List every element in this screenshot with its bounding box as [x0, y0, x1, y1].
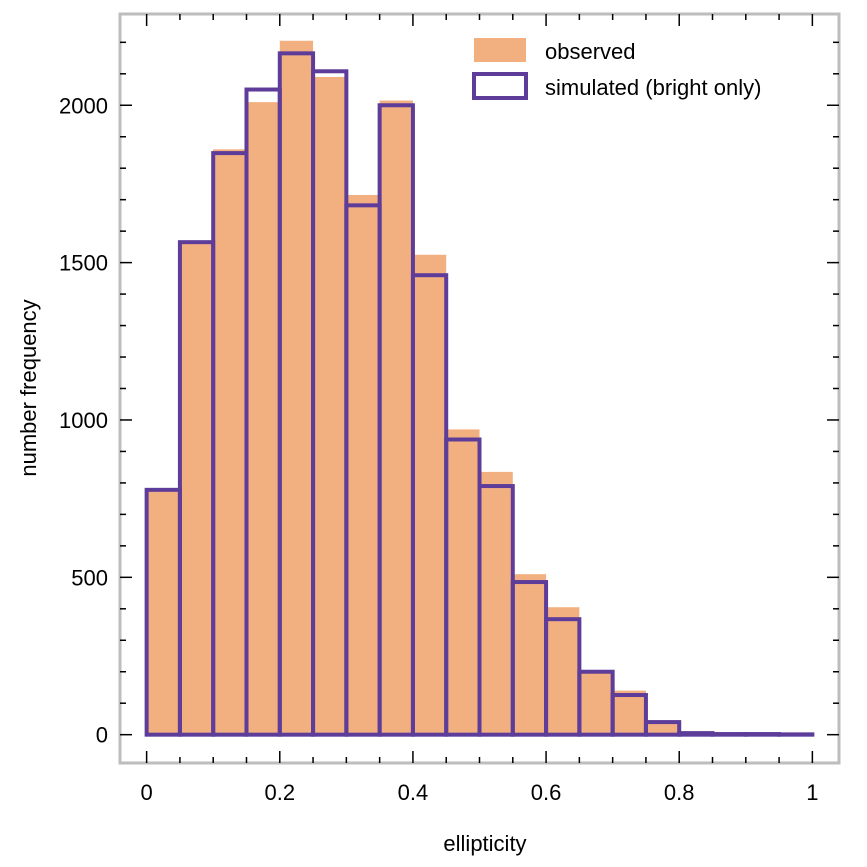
simulated-bar: [743, 732, 782, 737]
y-tick-label: 2000: [59, 93, 108, 118]
observed-bar: [546, 607, 580, 735]
observed-bar: [446, 429, 480, 735]
legend: observed simulated (bright only): [472, 38, 761, 100]
y-axis-label: number frequency: [16, 299, 41, 476]
observed-bar: [146, 490, 180, 735]
simulated-bar: [677, 731, 715, 737]
simulated-outline: [144, 51, 815, 737]
x-axis-label: ellipticity: [443, 831, 526, 856]
legend-observed-swatch: [474, 38, 526, 62]
observed-bar: [645, 722, 680, 735]
observed-bar: [346, 194, 380, 735]
x-tick-label: 0.6: [531, 780, 562, 805]
observed-bar: [213, 149, 247, 735]
simulated-bar: [643, 720, 682, 737]
observed-bars: [146, 40, 813, 735]
y-tick-label: 1500: [59, 251, 108, 276]
observed-bar: [579, 671, 613, 735]
simulated-bar: [710, 732, 748, 737]
observed-bar: [313, 76, 347, 735]
x-tick-label: 0.8: [664, 780, 695, 805]
x-tick-labels: 0 0.2 0.4 0.6 0.8 1: [141, 780, 819, 805]
observed-bar: [479, 471, 513, 735]
observed-bar: [279, 40, 314, 735]
y-tick-label: 1000: [59, 408, 108, 433]
legend-simulated-swatch: [472, 72, 528, 100]
axis-ticks: [120, 14, 839, 763]
simulated-bar: [610, 693, 648, 737]
observed-bar: [412, 254, 447, 735]
x-tick-label: 0: [141, 780, 153, 805]
x-tick-label: 0.2: [264, 780, 295, 805]
observed-bar: [179, 242, 214, 735]
x-tick-label: 1: [806, 780, 818, 805]
observed-bar: [612, 690, 646, 735]
y-tick-labels: 0 500 1000 1500 2000: [59, 93, 108, 747]
legend-simulated-label: simulated (bright only): [545, 75, 761, 100]
x-tick-label: 0.4: [398, 780, 429, 805]
legend-observed-label: observed: [545, 39, 636, 64]
y-tick-label: 500: [71, 565, 108, 590]
observed-bar: [512, 574, 547, 735]
observed-bar: [379, 100, 413, 735]
y-tick-label: 0: [96, 723, 108, 748]
observed-bar: [246, 102, 280, 735]
